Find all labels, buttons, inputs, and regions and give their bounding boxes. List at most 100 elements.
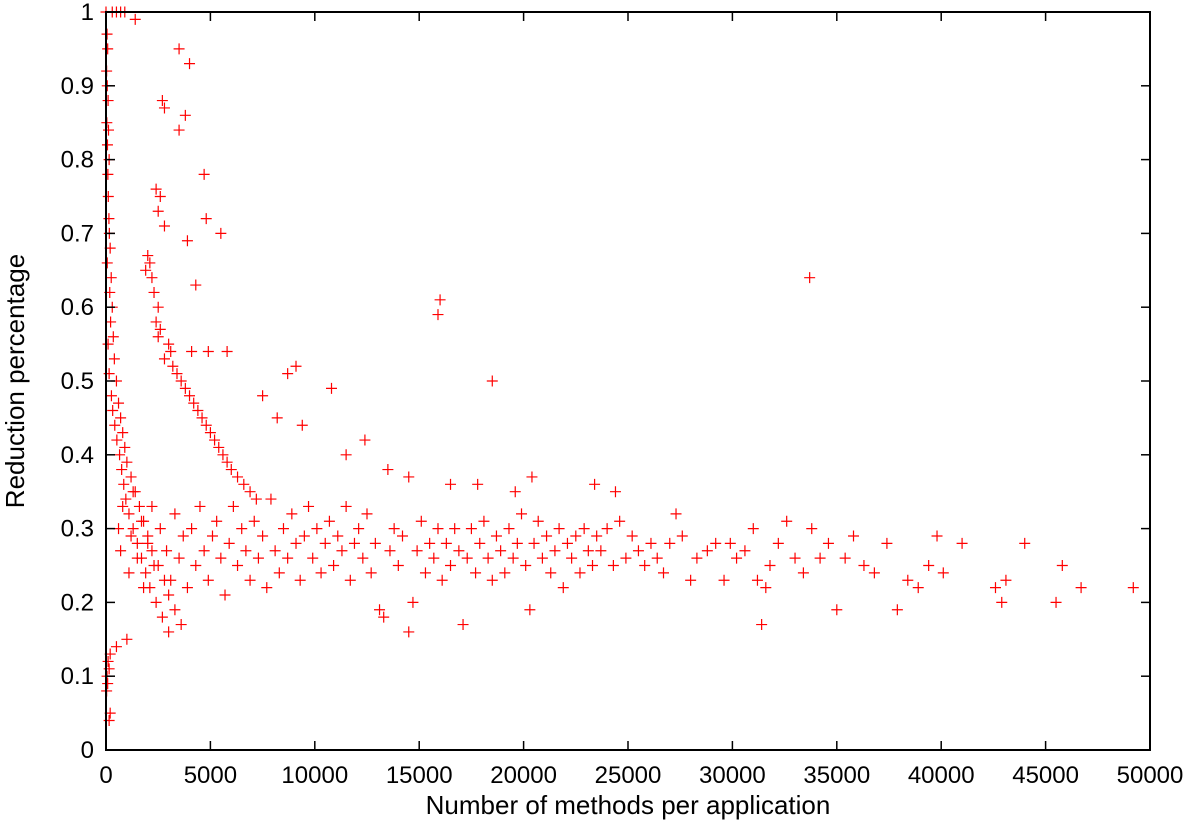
data-point [490, 530, 502, 542]
data-point [204, 427, 216, 439]
data-point [250, 493, 262, 505]
data-point [198, 545, 210, 557]
data-point [150, 183, 162, 195]
data-point [152, 331, 164, 343]
data-point [651, 552, 663, 564]
data-point [486, 574, 498, 586]
data-point [445, 478, 457, 490]
y-axis-title: Reduction percentage [0, 254, 30, 508]
data-point [184, 390, 196, 402]
data-point [804, 272, 816, 284]
data-point [536, 552, 548, 564]
data-point [158, 353, 170, 365]
data-point [528, 537, 540, 549]
data-point [173, 43, 185, 55]
data-point [140, 567, 152, 579]
data-point [236, 523, 248, 535]
data-point [1050, 596, 1062, 608]
data-point [516, 508, 528, 520]
y-tick-label: 0.2 [61, 589, 94, 616]
data-point [328, 560, 340, 571]
data-point [503, 523, 515, 535]
data-point [524, 604, 536, 616]
data-point [303, 500, 315, 512]
y-tick-label: 0.5 [61, 368, 94, 395]
data-point [461, 552, 473, 564]
data-point [232, 560, 244, 571]
data-point [101, 28, 113, 40]
data-point [710, 537, 722, 549]
data-point [511, 537, 523, 549]
x-tick-label: 40000 [908, 762, 975, 789]
data-point [509, 486, 521, 498]
data-point [238, 478, 250, 490]
data-point [432, 309, 444, 321]
data-point [169, 508, 181, 520]
data-point [273, 567, 285, 579]
data-point [449, 523, 461, 535]
data-point [115, 545, 127, 557]
data-point [764, 560, 776, 571]
data-point [152, 205, 164, 217]
data-point [557, 582, 569, 594]
y-tick-label: 0.1 [61, 663, 94, 690]
data-point [167, 360, 179, 372]
data-point [131, 537, 143, 549]
data-point [691, 552, 703, 564]
x-tick-label: 45000 [1012, 762, 1079, 789]
data-point [119, 441, 131, 453]
data-point [158, 220, 170, 232]
data-point [747, 523, 759, 535]
data-point [158, 102, 170, 114]
data-point [566, 552, 578, 564]
data-point [129, 13, 141, 25]
data-point [403, 626, 415, 638]
data-point [340, 449, 352, 461]
x-tick-label: 15000 [386, 762, 453, 789]
data-point [186, 523, 198, 535]
data-point [125, 530, 137, 542]
data-point [1075, 582, 1087, 594]
data-point [127, 486, 139, 498]
data-point [348, 537, 360, 549]
x-tick-label: 10000 [281, 762, 348, 789]
data-point [257, 390, 269, 402]
data-point [135, 515, 147, 527]
data-point [839, 552, 851, 564]
data-point [578, 523, 590, 535]
data-point [209, 434, 221, 446]
data-point [336, 545, 348, 557]
data-point [144, 257, 156, 269]
data-point [718, 574, 730, 586]
data-point [261, 582, 273, 594]
data-point [382, 464, 394, 476]
data-point [315, 567, 327, 579]
data-point [163, 626, 175, 638]
data-point [192, 405, 204, 417]
data-point [196, 412, 208, 424]
data-point [323, 515, 335, 527]
data-point [188, 397, 200, 409]
data-point [154, 323, 166, 335]
data-point [664, 537, 676, 549]
data-point [931, 530, 943, 542]
data-point [118, 478, 130, 490]
data-point [290, 537, 302, 549]
data-point [428, 552, 440, 564]
data-point [902, 574, 914, 586]
data-point [102, 168, 114, 180]
data-point [445, 560, 457, 571]
data-point [326, 382, 338, 394]
data-point [186, 345, 198, 357]
data-point [200, 419, 212, 431]
data-point [526, 471, 538, 483]
data-point [307, 552, 319, 564]
data-point [424, 537, 436, 549]
data-point [632, 545, 644, 557]
data-point [131, 552, 143, 564]
data-point [219, 589, 231, 601]
data-point [269, 545, 281, 557]
data-point [244, 574, 256, 586]
data-point [419, 567, 431, 579]
data-point [912, 582, 924, 594]
